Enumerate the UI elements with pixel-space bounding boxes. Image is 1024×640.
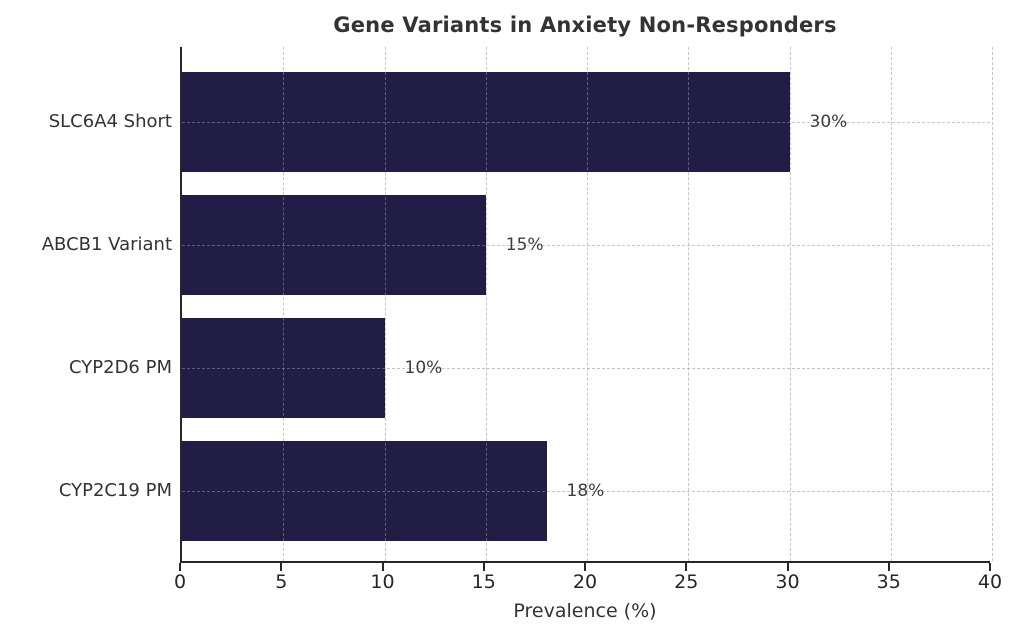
v-gridline: [688, 47, 690, 561]
v-gridline: [384, 47, 386, 561]
chart-title: Gene Variants in Anxiety Non-Responders: [333, 13, 837, 37]
h-gridline: [182, 368, 990, 369]
x-tick-label: 0: [173, 571, 187, 593]
x-tick-mark: [280, 563, 283, 571]
x-tick-label: 35: [876, 571, 901, 593]
v-gridline: [587, 47, 588, 561]
x-tick-mark: [685, 563, 688, 571]
x-tick-label: 10: [370, 571, 395, 593]
category-label-abcb1-variant: ABCB1 Variant: [41, 234, 172, 255]
x-tick-mark: [989, 563, 991, 571]
bar-value-label: 30%: [809, 112, 848, 132]
x-tick-mark: [887, 563, 890, 571]
bar-value-label: 15%: [505, 235, 544, 255]
x-tick-label: 5: [275, 571, 288, 593]
x-tick-label: 40: [977, 571, 1003, 593]
bar-value-label: 10%: [404, 358, 443, 378]
x-axis-title: Prevalence (%): [513, 600, 657, 622]
x-tick-mark: [482, 563, 485, 571]
x-tick-mark: [381, 563, 384, 571]
category-label-cyp2d6-pm: CYP2D6 PM: [69, 357, 172, 378]
v-gridline: [890, 47, 892, 561]
category-label-cyp2c19-pm: CYP2C19 PM: [58, 480, 172, 501]
x-tick-label: 15: [471, 571, 496, 593]
plot-area: [180, 47, 993, 563]
h-gridline: [182, 245, 990, 246]
v-gridline: [485, 47, 487, 561]
x-tick-label: 25: [674, 571, 699, 593]
v-gridline: [789, 47, 791, 561]
x-tick-mark: [786, 563, 789, 571]
v-gridline: [992, 47, 993, 561]
x-tick-mark: [584, 563, 586, 571]
x-tick-label: 20: [572, 571, 598, 593]
bar-value-label: 18%: [566, 481, 605, 501]
h-gridline: [182, 122, 990, 123]
category-label-slc6a4-short: SLC6A4 Short: [48, 111, 172, 132]
x-tick-label: 30: [775, 571, 800, 593]
h-gridline: [182, 491, 990, 492]
x-tick-mark: [179, 563, 181, 571]
v-gridline: [283, 47, 285, 561]
